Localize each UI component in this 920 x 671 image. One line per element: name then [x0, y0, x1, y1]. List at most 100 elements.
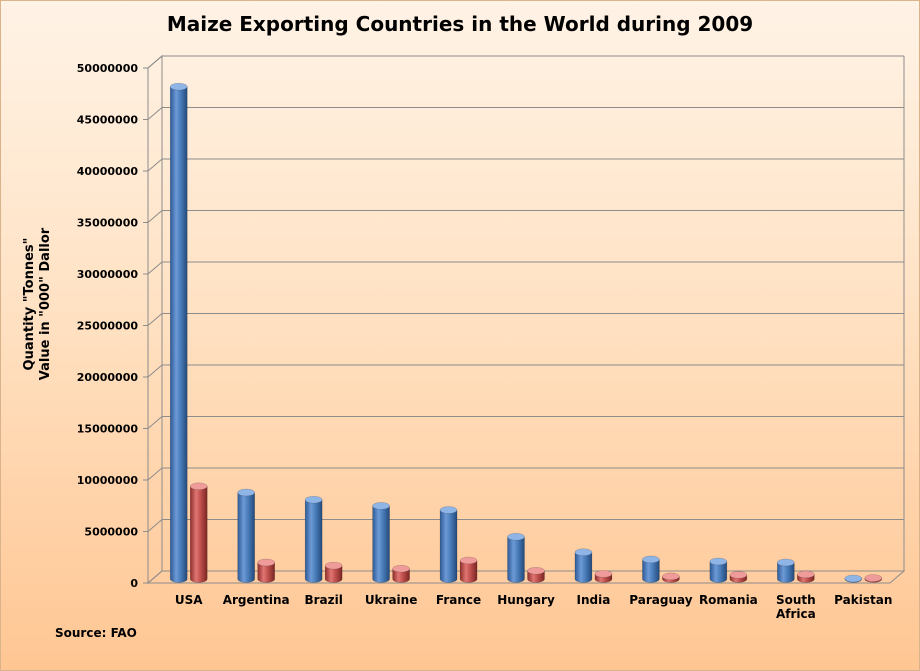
gridlines — [147, 55, 904, 532]
gridline — [147, 261, 904, 275]
bar-body — [304, 499, 323, 583]
bar-top — [797, 570, 815, 579]
y-tick-label: 20000000 — [77, 371, 139, 384]
gridline — [147, 416, 904, 429]
bar-body — [777, 562, 795, 583]
x-axis-ticks: USA Argentina Brazil Ukraine France Hungary In… — [175, 593, 892, 621]
bar — [439, 506, 458, 583]
bar-top — [662, 572, 680, 581]
bar — [642, 555, 660, 583]
y-axis-ticks: 0 5000000 10000000 15000000 20000000 25000000… — [77, 62, 148, 590]
bar — [594, 570, 613, 583]
bar-top — [439, 506, 458, 514]
gridline — [147, 364, 904, 378]
x-tick-label: Pakistan — [834, 593, 892, 607]
bar-body — [257, 562, 275, 583]
bar — [777, 558, 795, 583]
bar — [459, 556, 478, 583]
bar-top — [709, 557, 728, 566]
bar-top — [237, 488, 255, 497]
x-tick-label: Brazil — [304, 593, 342, 607]
gridline — [147, 210, 904, 223]
x-tick-label: Romania — [699, 593, 758, 607]
x-tick-label: Ukraine — [365, 593, 418, 607]
bar-body — [189, 486, 208, 583]
y-tick-label: 50000000 — [77, 62, 139, 75]
gridline — [147, 158, 904, 172]
bar-top — [324, 561, 343, 570]
bar — [372, 502, 390, 583]
bar — [304, 495, 323, 583]
y-tick-label: 0 — [130, 577, 138, 590]
bar-body — [642, 559, 660, 583]
gridline — [147, 467, 904, 481]
bar — [169, 82, 188, 583]
bar-body — [392, 568, 410, 583]
bar — [392, 564, 410, 583]
y-tick-label: 15000000 — [77, 423, 139, 436]
bar-top — [642, 555, 660, 564]
x-tick-label: USA — [175, 593, 203, 607]
bar — [864, 574, 883, 583]
y-tick-label: 45000000 — [77, 114, 139, 127]
bar-top — [189, 482, 208, 491]
bar-body — [459, 560, 478, 583]
gridline — [147, 519, 904, 532]
bar — [324, 561, 343, 583]
x-tick-label: Argentina — [223, 593, 290, 607]
x-tick-label: Paraguay — [629, 593, 692, 607]
bar-top — [574, 548, 593, 556]
y-tick-label: 5000000 — [84, 526, 138, 539]
bar — [237, 488, 255, 583]
bar-body — [324, 565, 343, 583]
bar — [662, 572, 680, 583]
bar-body — [237, 492, 255, 583]
bar-body — [372, 505, 390, 583]
source-note: Source: FAO — [55, 626, 137, 640]
bar-top — [459, 556, 478, 565]
bar — [527, 567, 545, 583]
bar — [709, 557, 728, 583]
chart-title: Maize Exporting Countries in the World d… — [166, 12, 754, 36]
bar-top — [257, 558, 275, 567]
bar — [257, 558, 275, 583]
y-tick-label: 30000000 — [77, 268, 139, 281]
bar-top — [527, 567, 545, 575]
y-tick-label: 25000000 — [77, 320, 139, 333]
bar-body — [439, 509, 458, 583]
y-tick-label: 10000000 — [77, 474, 139, 487]
bar-body — [507, 536, 525, 583]
y-tick-label: 40000000 — [77, 165, 139, 178]
bar-body — [574, 551, 593, 583]
bar-top — [729, 571, 748, 579]
bar-top — [864, 574, 883, 582]
plot-walls — [146, 54, 906, 585]
bar-top — [777, 558, 795, 567]
bar — [844, 574, 863, 583]
x-tick-label: France — [436, 593, 481, 607]
gridline — [147, 55, 904, 69]
bar-top — [844, 574, 863, 583]
bar-top — [169, 82, 188, 91]
bars — [169, 82, 883, 583]
x-tick-label: India — [577, 593, 611, 607]
bar — [797, 570, 815, 583]
x-tick-label: South Africa — [776, 593, 816, 621]
bar-top — [304, 495, 323, 504]
bar — [507, 533, 525, 583]
gridline — [147, 313, 904, 326]
bar — [729, 571, 748, 583]
y-tick-label: 35000000 — [77, 217, 139, 230]
bar-top — [594, 570, 613, 578]
bar-top — [372, 502, 390, 510]
bar-body — [709, 561, 728, 583]
bar-body — [169, 86, 188, 583]
x-tick-label: Hungary — [497, 593, 555, 607]
gridline — [147, 107, 904, 120]
bar — [189, 482, 208, 583]
bar-top — [507, 533, 525, 541]
bar-top — [392, 564, 410, 573]
bar — [574, 548, 593, 583]
